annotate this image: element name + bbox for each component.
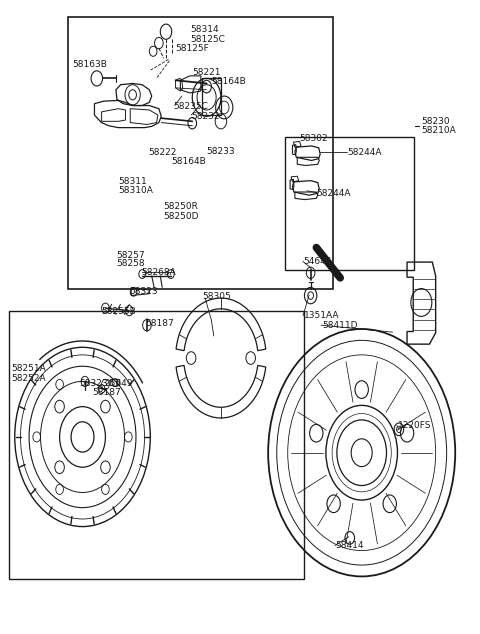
- Text: 54645: 54645: [303, 257, 332, 266]
- Text: 58125C: 58125C: [190, 35, 225, 44]
- Text: 1220FS: 1220FS: [397, 421, 431, 430]
- Text: 58252A: 58252A: [11, 373, 46, 383]
- Text: 58232: 58232: [191, 112, 219, 120]
- Text: 58235C: 58235C: [173, 102, 208, 112]
- Text: 58187: 58187: [145, 319, 174, 328]
- Text: 58258: 58258: [116, 259, 144, 268]
- Text: 58302: 58302: [300, 134, 328, 143]
- Text: 58250R: 58250R: [164, 202, 199, 211]
- Text: 58323: 58323: [79, 378, 108, 388]
- Text: 58222: 58222: [148, 148, 176, 157]
- Text: 58125F: 58125F: [176, 44, 209, 53]
- Text: 58221: 58221: [192, 68, 221, 77]
- Text: 58257: 58257: [116, 250, 144, 260]
- Text: 58164B: 58164B: [211, 77, 246, 86]
- Text: 58411D: 58411D: [322, 321, 358, 330]
- Text: 58414: 58414: [336, 541, 364, 550]
- Text: 58187: 58187: [92, 388, 121, 398]
- Text: 58310A: 58310A: [118, 186, 153, 195]
- Text: 58311: 58311: [118, 177, 147, 186]
- Text: 58268A: 58268A: [141, 268, 176, 277]
- Text: 58305: 58305: [203, 292, 231, 301]
- Text: 25649: 25649: [104, 378, 132, 388]
- Text: 58244A: 58244A: [348, 148, 382, 157]
- Text: 58233: 58233: [206, 147, 235, 156]
- Text: 58250D: 58250D: [164, 212, 199, 221]
- Text: 58164B: 58164B: [171, 157, 205, 165]
- Text: 1351AA: 1351AA: [303, 311, 339, 320]
- Text: 58251A: 58251A: [11, 365, 46, 373]
- Text: 58323: 58323: [129, 287, 158, 296]
- Text: 58210A: 58210A: [421, 126, 456, 135]
- Text: 58244A: 58244A: [316, 190, 351, 198]
- Text: 58163B: 58163B: [72, 60, 107, 69]
- Text: 58230: 58230: [421, 117, 450, 126]
- Text: 58255B: 58255B: [102, 307, 136, 316]
- Text: 58314: 58314: [190, 25, 218, 34]
